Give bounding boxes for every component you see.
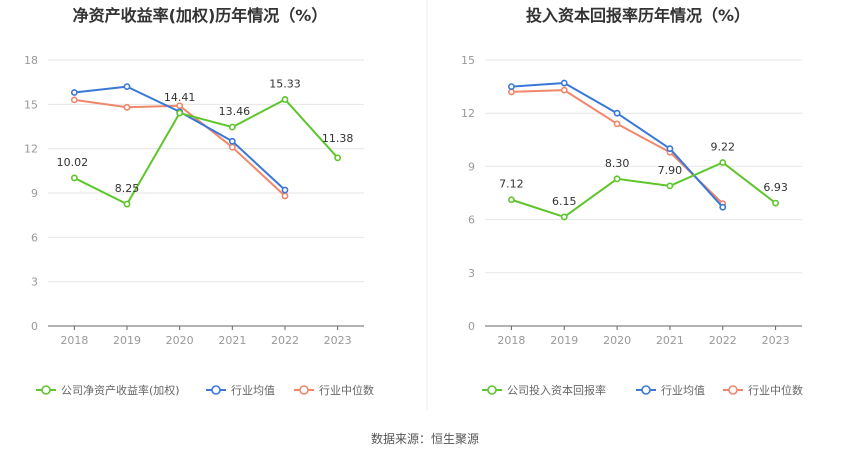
legend-swatch-marker — [299, 385, 309, 395]
data-label: 10.02 — [57, 156, 89, 169]
legend-item-avg: 行业均值 — [206, 384, 275, 397]
data-point-company — [70, 174, 78, 182]
y-tick-label: 15 — [461, 54, 475, 67]
data-point-avg — [228, 137, 236, 145]
x-tick-label: 2022 — [271, 334, 299, 347]
x-tick-label: 2020 — [603, 334, 631, 347]
y-tick-label: 6 — [468, 214, 475, 227]
data-point-company — [228, 123, 236, 131]
legend-label: 行业均值 — [661, 384, 705, 397]
data-point-median — [560, 86, 568, 94]
roe-chart: 净资产收益率(加权)历年情况（%） 0 3 6 9 12 15 18 2018 2019 2020 2… — [24, 6, 374, 397]
chart-title: 净资产收益率(加权)历年情况（%） — [73, 6, 328, 25]
data-point-company — [719, 159, 727, 166]
x-tick-label: 2021 — [218, 334, 246, 347]
x-tick-label: 2018 — [497, 334, 525, 347]
data-point-company — [613, 175, 621, 183]
data-label: 6.15 — [552, 195, 577, 208]
series-line-median — [511, 89, 724, 205]
legend-swatch-marker — [211, 385, 221, 395]
legend-swatch-marker — [487, 385, 497, 395]
data-label: 8.30 — [605, 157, 630, 170]
legend-swatch-marker — [641, 385, 651, 395]
data-label: 11.38 — [322, 132, 354, 145]
x-tick-label: 2019 — [113, 334, 141, 347]
y-tick-label: 12 — [24, 143, 38, 156]
series-line-avg — [511, 82, 724, 208]
roic-chart: 投入资本回报率历年情况（%） 0 3 6 9 12 15 2018 2019 2020 2021 20… — [461, 6, 803, 397]
y-tick-label: 15 — [24, 98, 38, 111]
data-point-company — [281, 96, 289, 103]
legend-item-median: 行业中位数 — [723, 383, 803, 397]
data-point-median — [281, 192, 289, 200]
legend-label: 行业中位数 — [319, 383, 374, 397]
y-tick-label: 3 — [468, 267, 475, 280]
y-tick-label: 9 — [31, 187, 38, 200]
x-tick-label: 2023 — [762, 334, 790, 347]
y-tick-label: 9 — [468, 160, 475, 173]
data-label: 14.41 — [164, 91, 196, 104]
data-point-company — [508, 196, 515, 204]
data-point-avg — [613, 109, 621, 117]
legend-label: 行业均值 — [231, 384, 275, 397]
data-point-avg — [719, 203, 727, 211]
data-point-company — [772, 199, 779, 207]
source-note: 数据来源：恒生聚源 — [371, 431, 479, 446]
data-label: 7.90 — [658, 164, 683, 177]
data-point-company — [334, 154, 342, 162]
legend-label: 公司净资产收益率(加权) — [61, 383, 180, 397]
data-point-median — [613, 120, 621, 128]
data-point-avg — [70, 89, 78, 96]
y-tick-label: 0 — [31, 320, 38, 333]
legend-item-company: 公司投入资本回报率 — [482, 383, 606, 397]
y-tick-label: 12 — [461, 107, 475, 120]
data-label: 8.25 — [115, 182, 140, 195]
x-tick-label: 2020 — [166, 334, 194, 347]
y-tick-label: 18 — [24, 54, 38, 67]
data-point-avg — [560, 79, 568, 87]
x-tick-label: 2021 — [656, 334, 684, 347]
data-point-median — [228, 143, 236, 151]
y-tick-label: 3 — [31, 276, 38, 289]
y-tick-label: 0 — [468, 320, 475, 333]
legend-item-avg: 行业均值 — [636, 384, 705, 397]
legend-item-company: 公司净资产收益率(加权) — [36, 383, 180, 397]
data-point-avg — [508, 83, 515, 90]
data-label: 6.93 — [763, 181, 788, 194]
data-point-company — [123, 200, 131, 208]
data-point-avg — [666, 145, 674, 153]
data-label: 15.33 — [269, 77, 301, 90]
x-tick-label: 2023 — [324, 334, 352, 347]
data-point-avg — [123, 83, 131, 90]
data-point-company — [560, 213, 568, 221]
legend-label: 公司投入资本回报率 — [507, 383, 606, 397]
x-tick-label: 2018 — [60, 334, 88, 347]
data-label: 7.12 — [499, 178, 524, 191]
data-label: 13.46 — [219, 105, 251, 118]
data-point-avg — [281, 186, 289, 194]
y-tick-label: 6 — [31, 231, 38, 244]
chart-title: 投入资本回报率历年情况（%） — [526, 6, 750, 25]
data-point-median — [508, 88, 515, 96]
x-tick-label: 2022 — [709, 334, 737, 347]
legend-label: 行业中位数 — [748, 383, 803, 397]
data-point-median — [70, 96, 78, 104]
series-line-company — [511, 161, 777, 218]
legend-item-median: 行业中位数 — [294, 383, 374, 397]
x-tick-label: 2019 — [550, 334, 578, 347]
legend-swatch-marker — [41, 385, 51, 395]
series-line-company — [73, 98, 339, 206]
data-point-company — [666, 182, 674, 190]
data-label: 9.22 — [711, 140, 736, 153]
data-point-median — [123, 103, 131, 111]
legend-swatch-marker — [728, 385, 738, 395]
data-point-company — [176, 109, 184, 117]
